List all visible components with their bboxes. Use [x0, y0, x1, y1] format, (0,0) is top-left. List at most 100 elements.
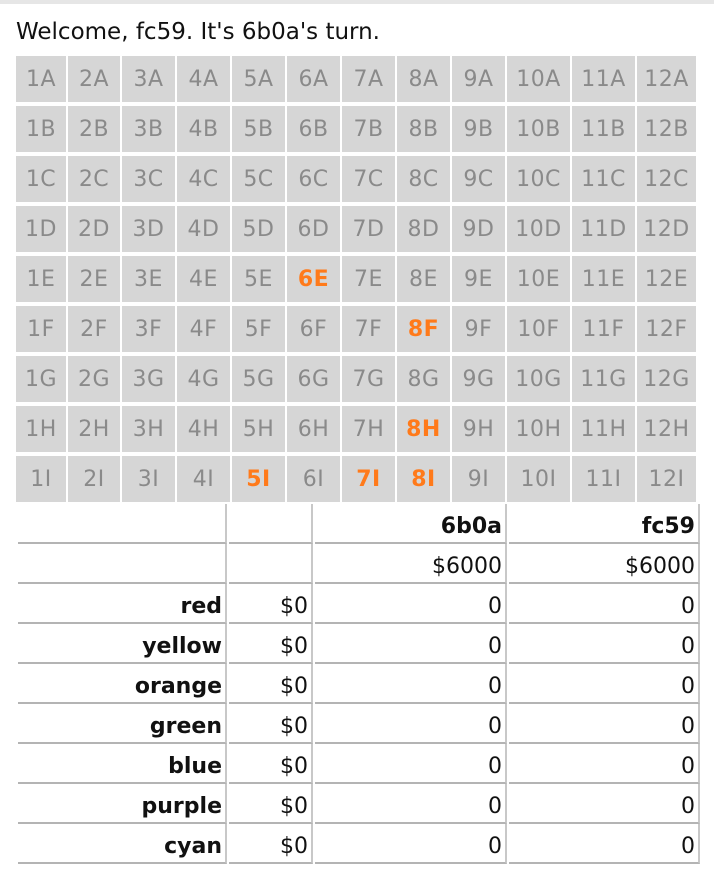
board-cell-6g[interactable]: 6G — [287, 356, 340, 402]
board-cell-12g[interactable]: 12G — [637, 356, 696, 402]
board-cell-4g[interactable]: 4G — [177, 356, 230, 402]
board-cell-10c[interactable]: 10C — [507, 156, 570, 202]
board-cell-4e[interactable]: 4E — [177, 256, 230, 302]
board-cell-7i[interactable]: 7I — [342, 456, 395, 502]
board-cell-9b[interactable]: 9B — [452, 106, 505, 152]
board-cell-11d[interactable]: 11D — [572, 206, 635, 252]
board-cell-1a[interactable]: 1A — [16, 56, 66, 102]
board-cell-11a[interactable]: 11A — [572, 56, 635, 102]
board-cell-3b[interactable]: 3B — [122, 106, 175, 152]
board-cell-2g[interactable]: 2G — [68, 356, 120, 402]
board-cell-7a[interactable]: 7A — [342, 56, 395, 102]
board-cell-1b[interactable]: 1B — [16, 106, 66, 152]
board-cell-10a[interactable]: 10A — [507, 56, 570, 102]
board-cell-2e[interactable]: 2E — [68, 256, 120, 302]
board-cell-12d[interactable]: 12D — [637, 206, 696, 252]
board-cell-8f[interactable]: 8F — [397, 306, 450, 352]
board-cell-5c[interactable]: 5C — [232, 156, 285, 202]
board-cell-5d[interactable]: 5D — [232, 206, 285, 252]
board-cell-7g[interactable]: 7G — [342, 356, 395, 402]
board-cell-6d[interactable]: 6D — [287, 206, 340, 252]
board-cell-3e[interactable]: 3E — [122, 256, 175, 302]
board-cell-4d[interactable]: 4D — [177, 206, 230, 252]
board-cell-5e[interactable]: 5E — [232, 256, 285, 302]
board-cell-2h[interactable]: 2H — [68, 406, 120, 452]
board-cell-8a[interactable]: 8A — [397, 56, 450, 102]
board-cell-7e[interactable]: 7E — [342, 256, 395, 302]
board-cell-12f[interactable]: 12F — [637, 306, 696, 352]
board-cell-11c[interactable]: 11C — [572, 156, 635, 202]
board-cell-2i[interactable]: 2I — [68, 456, 120, 502]
board-cell-1g[interactable]: 1G — [16, 356, 66, 402]
board-cell-2f[interactable]: 2F — [68, 306, 120, 352]
board-cell-1c[interactable]: 1C — [16, 156, 66, 202]
board-cell-6f[interactable]: 6F — [287, 306, 340, 352]
board-cell-10f[interactable]: 10F — [507, 306, 570, 352]
board-cell-8c[interactable]: 8C — [397, 156, 450, 202]
board-cell-11e[interactable]: 11E — [572, 256, 635, 302]
board-cell-10h[interactable]: 10H — [507, 406, 570, 452]
board-cell-2b[interactable]: 2B — [68, 106, 120, 152]
board-cell-1i[interactable]: 1I — [16, 456, 66, 502]
board-cell-7b[interactable]: 7B — [342, 106, 395, 152]
board-cell-10b[interactable]: 10B — [507, 106, 570, 152]
board-cell-4i[interactable]: 4I — [177, 456, 230, 502]
board-cell-5b[interactable]: 5B — [232, 106, 285, 152]
board-cell-12h[interactable]: 12H — [637, 406, 696, 452]
board-cell-8d[interactable]: 8D — [397, 206, 450, 252]
board-cell-9g[interactable]: 9G — [452, 356, 505, 402]
board-cell-4f[interactable]: 4F — [177, 306, 230, 352]
board-cell-2c[interactable]: 2C — [68, 156, 120, 202]
board-cell-10d[interactable]: 10D — [507, 206, 570, 252]
board-cell-8g[interactable]: 8G — [397, 356, 450, 402]
board-cell-3d[interactable]: 3D — [122, 206, 175, 252]
board-cell-1d[interactable]: 1D — [16, 206, 66, 252]
board-cell-2a[interactable]: 2A — [68, 56, 120, 102]
board-cell-9c[interactable]: 9C — [452, 156, 505, 202]
board-cell-6c[interactable]: 6C — [287, 156, 340, 202]
board-cell-4c[interactable]: 4C — [177, 156, 230, 202]
board-cell-3h[interactable]: 3H — [122, 406, 175, 452]
board-cell-3f[interactable]: 3F — [122, 306, 175, 352]
board-cell-3g[interactable]: 3G — [122, 356, 175, 402]
board-cell-1h[interactable]: 1H — [16, 406, 66, 452]
board-cell-9f[interactable]: 9F — [452, 306, 505, 352]
board-cell-7f[interactable]: 7F — [342, 306, 395, 352]
board-cell-12c[interactable]: 12C — [637, 156, 696, 202]
board-cell-10g[interactable]: 10G — [507, 356, 570, 402]
board-cell-7d[interactable]: 7D — [342, 206, 395, 252]
board-cell-11h[interactable]: 11H — [572, 406, 635, 452]
board-cell-9a[interactable]: 9A — [452, 56, 505, 102]
board-cell-9d[interactable]: 9D — [452, 206, 505, 252]
board-cell-12e[interactable]: 12E — [637, 256, 696, 302]
board-cell-5a[interactable]: 5A — [232, 56, 285, 102]
board-cell-5h[interactable]: 5H — [232, 406, 285, 452]
board-cell-2d[interactable]: 2D — [68, 206, 120, 252]
board-cell-10e[interactable]: 10E — [507, 256, 570, 302]
board-cell-9e[interactable]: 9E — [452, 256, 505, 302]
board-cell-4a[interactable]: 4A — [177, 56, 230, 102]
board-cell-9h[interactable]: 9H — [452, 406, 505, 452]
board-cell-7h[interactable]: 7H — [342, 406, 395, 452]
board-cell-4b[interactable]: 4B — [177, 106, 230, 152]
board-cell-6e[interactable]: 6E — [287, 256, 340, 302]
board-cell-7c[interactable]: 7C — [342, 156, 395, 202]
board-cell-3a[interactable]: 3A — [122, 56, 175, 102]
board-cell-11f[interactable]: 11F — [572, 306, 635, 352]
board-cell-6i[interactable]: 6I — [287, 456, 340, 502]
board-cell-4h[interactable]: 4H — [177, 406, 230, 452]
board-cell-12b[interactable]: 12B — [637, 106, 696, 152]
board-cell-1e[interactable]: 1E — [16, 256, 66, 302]
board-cell-5i[interactable]: 5I — [232, 456, 285, 502]
board-cell-10i[interactable]: 10I — [507, 456, 570, 502]
board-cell-8h[interactable]: 8H — [397, 406, 450, 452]
board-cell-6a[interactable]: 6A — [287, 56, 340, 102]
board-cell-8i[interactable]: 8I — [397, 456, 450, 502]
board-cell-3i[interactable]: 3I — [122, 456, 175, 502]
board-cell-12a[interactable]: 12A — [637, 56, 696, 102]
board-cell-11g[interactable]: 11G — [572, 356, 635, 402]
board-cell-9i[interactable]: 9I — [452, 456, 505, 502]
board-cell-6h[interactable]: 6H — [287, 406, 340, 452]
board-cell-5g[interactable]: 5G — [232, 356, 285, 402]
board-cell-8e[interactable]: 8E — [397, 256, 450, 302]
